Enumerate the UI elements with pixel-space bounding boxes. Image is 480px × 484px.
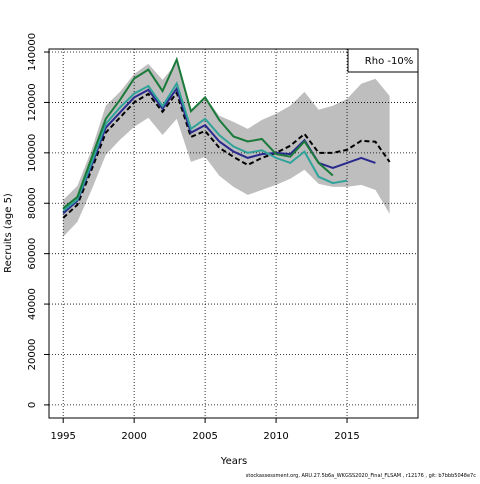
- series-line: [62, 56, 334, 210]
- series-line: [62, 90, 391, 219]
- x-axis-label: Years: [220, 456, 247, 467]
- series-line: [62, 86, 376, 215]
- series-line: [62, 81, 348, 212]
- y-tick-label: 40000: [27, 288, 38, 320]
- x-tick-label: 2005: [192, 431, 217, 442]
- plot-frame: [48, 48, 419, 419]
- x-tick-label: 2000: [121, 431, 146, 442]
- y-tick-label: 80000: [27, 187, 38, 219]
- x-tick-label: 2010: [263, 431, 288, 442]
- footnote: stockassessment.org, ARU.27.5b6a_WKGSS20…: [246, 473, 476, 479]
- confidence-band: [63, 62, 390, 237]
- y-tick-label: 140000: [27, 33, 38, 71]
- y-tick-label: 100000: [27, 134, 38, 172]
- y-tick-label: 20000: [27, 339, 38, 371]
- y-tick-label: 0: [27, 402, 38, 408]
- y-tick-label: 60000: [27, 238, 38, 270]
- y-axis-label: Recruits (age 5): [3, 193, 14, 273]
- legend-box: [347, 48, 419, 73]
- x-tick-label: 2015: [334, 431, 359, 442]
- y-tick-label: 120000: [27, 83, 38, 121]
- legend-text: Rho -10%: [365, 56, 413, 67]
- x-tick-label: 1995: [50, 431, 75, 442]
